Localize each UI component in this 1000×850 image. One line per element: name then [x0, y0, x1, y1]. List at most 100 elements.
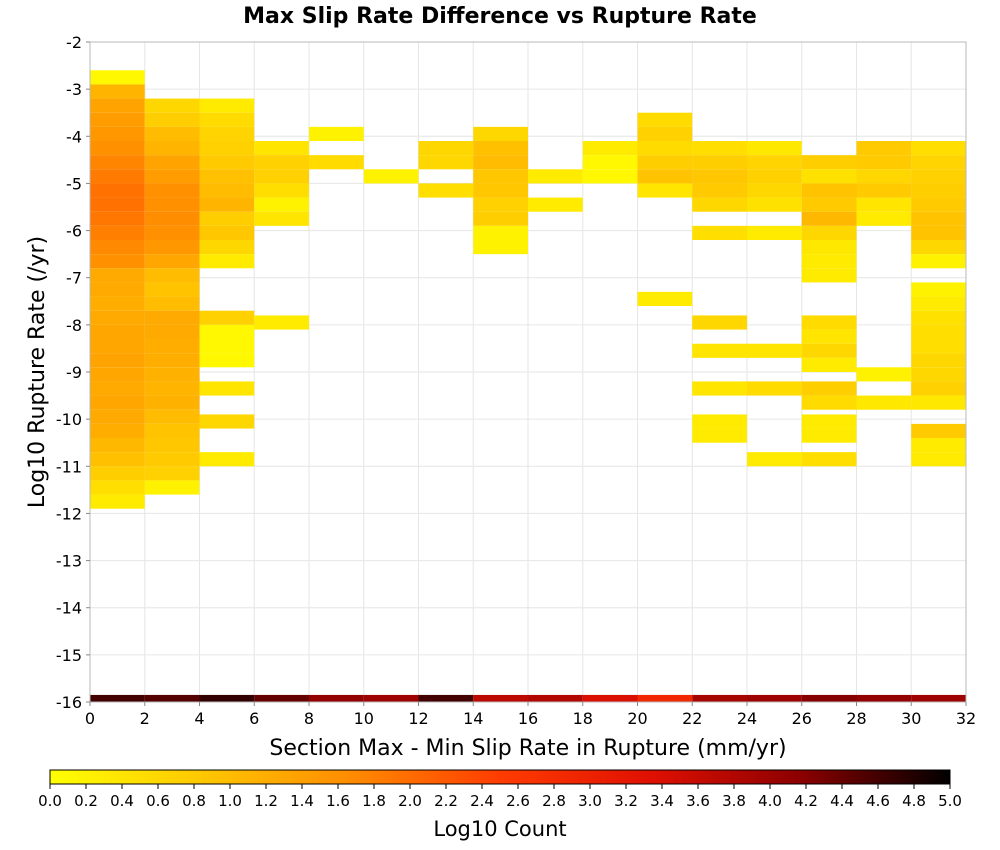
heatmap-cell [856, 155, 912, 170]
heatmap-cell [90, 395, 145, 410]
y-tick-label: -10 [56, 410, 82, 429]
heatmap-cell [801, 343, 857, 358]
heatmap-cell [199, 169, 255, 184]
heatmap-cell [90, 197, 145, 212]
heatmap-cell [90, 381, 145, 396]
heatmap-cell [144, 353, 200, 368]
y-tick-label: -7 [66, 269, 82, 288]
heatmap-cell [90, 98, 145, 113]
heatmap-cell-bottom [911, 694, 966, 702]
heatmap-cell [199, 310, 255, 325]
x-tick-label: 16 [518, 709, 538, 728]
colorbar-tick-label: 4.0 [758, 792, 782, 810]
heatmap-cell [418, 183, 474, 198]
heatmap-cell [582, 155, 638, 170]
colorbar-tick-label: 2.4 [470, 792, 494, 810]
heatmap-cell [747, 155, 802, 170]
chart-title: Max Slip Rate Difference vs Rupture Rate [243, 4, 757, 29]
colorbar-tick-label: 4.6 [866, 792, 890, 810]
heatmap-cell [144, 169, 200, 184]
heatmap-cell [801, 169, 857, 184]
colorbar-tick-label: 2.6 [506, 792, 530, 810]
heatmap-cell [747, 197, 802, 212]
heatmap-cell [911, 353, 966, 368]
heatmap-cell-bottom [309, 694, 364, 702]
heatmap-cell [528, 169, 583, 184]
x-tick-label: 22 [682, 709, 702, 728]
heatmap-cell [911, 438, 966, 453]
colorbar-tick-label: 2.2 [434, 792, 458, 810]
heatmap-cell [144, 452, 200, 467]
heatmap-cell [90, 324, 145, 339]
heatmap-cell [144, 183, 200, 198]
heatmap-cell [911, 296, 966, 311]
heatmap-cell [254, 141, 309, 156]
heatmap-cell [692, 315, 747, 330]
heatmap-cell [856, 141, 912, 156]
x-tick-label: 10 [354, 709, 374, 728]
heatmap-cell [144, 211, 200, 226]
heatmap-cell [801, 254, 857, 269]
colorbar-label: Log10 Count [433, 817, 566, 841]
heatmap-cell [90, 282, 145, 297]
heatmap-cell [254, 315, 309, 330]
heatmap-cell [199, 414, 255, 429]
x-tick-label: 24 [737, 709, 757, 728]
heatmap-cell [254, 197, 309, 212]
heatmap-cell [911, 395, 966, 410]
x-axis-ticks: 0 2 4 6 8 10 12 14 16 18 20 22 24 26 28 30 32 [85, 702, 976, 728]
heatmap-cell [692, 169, 747, 184]
heatmap-cell [199, 254, 255, 269]
y-tick-label: -9 [66, 363, 82, 382]
heatmap-cell [199, 225, 255, 240]
heatmap-cell [582, 141, 638, 156]
y-tick-label: -12 [56, 504, 82, 523]
heatmap-cell [473, 169, 528, 184]
heatmap-cell [309, 126, 364, 141]
heatmap-cell [199, 381, 255, 396]
heatmap-cell [801, 183, 857, 198]
heatmap-cell [911, 339, 966, 354]
colorbar [49, 769, 951, 785]
heatmap-cell [144, 339, 200, 354]
heatmap-cell [911, 141, 966, 156]
heatmap-cell [144, 197, 200, 212]
heatmap-cell-bottom [473, 694, 528, 702]
x-tick-label: 6 [249, 709, 259, 728]
heatmap-cell [801, 428, 857, 443]
heatmap-cell-bottom [90, 694, 145, 702]
heatmap-cell [90, 296, 145, 311]
heatmap-cell [637, 155, 693, 170]
heatmap-cell [254, 155, 309, 170]
x-tick-label: 2 [140, 709, 150, 728]
heatmap-cell [473, 225, 528, 240]
heatmap-cell [199, 155, 255, 170]
heatmap-cell-bottom [637, 694, 693, 702]
heatmap-cell [144, 141, 200, 156]
y-axis-ticks: -2 -3 -4 -5 -6 -7 -8 -9 -10 -11 -12 -13 -14 -15 -16 [56, 33, 90, 712]
colorbar-tick-label: 0.4 [110, 792, 134, 810]
heatmap-cell [692, 225, 747, 240]
heatmap-cell [637, 183, 693, 198]
heatmap-cell-bottom [199, 694, 255, 702]
heatmap-cell [144, 268, 200, 283]
heatmap-cell [90, 438, 145, 453]
heatmap-cell [309, 155, 364, 170]
x-tick-label: 20 [627, 709, 647, 728]
heatmap-cell [199, 452, 255, 467]
heatmap-cell [801, 452, 857, 467]
heatmap-cell [90, 169, 145, 184]
heatmap-cell [692, 197, 747, 212]
heatmap-cell-bottom [363, 694, 419, 702]
heatmap-cell [528, 197, 583, 212]
heatmap-cell [144, 126, 200, 141]
colorbar-tick-label: 3.6 [686, 792, 710, 810]
heatmap-cell [199, 339, 255, 354]
x-tick-label: 8 [304, 709, 314, 728]
colorbar-tick-label: 1.4 [290, 792, 314, 810]
colorbar-tick-label: 1.8 [362, 792, 386, 810]
x-axis-label: Section Max - Min Slip Rate in Rupture (… [269, 736, 786, 761]
heatmap-cell [801, 155, 857, 170]
heatmap-cell [801, 197, 857, 212]
heatmap-cell-bottom [692, 694, 747, 702]
